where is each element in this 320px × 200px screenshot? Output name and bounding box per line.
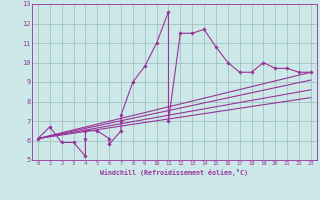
X-axis label: Windchill (Refroidissement éolien,°C): Windchill (Refroidissement éolien,°C) <box>100 169 248 176</box>
